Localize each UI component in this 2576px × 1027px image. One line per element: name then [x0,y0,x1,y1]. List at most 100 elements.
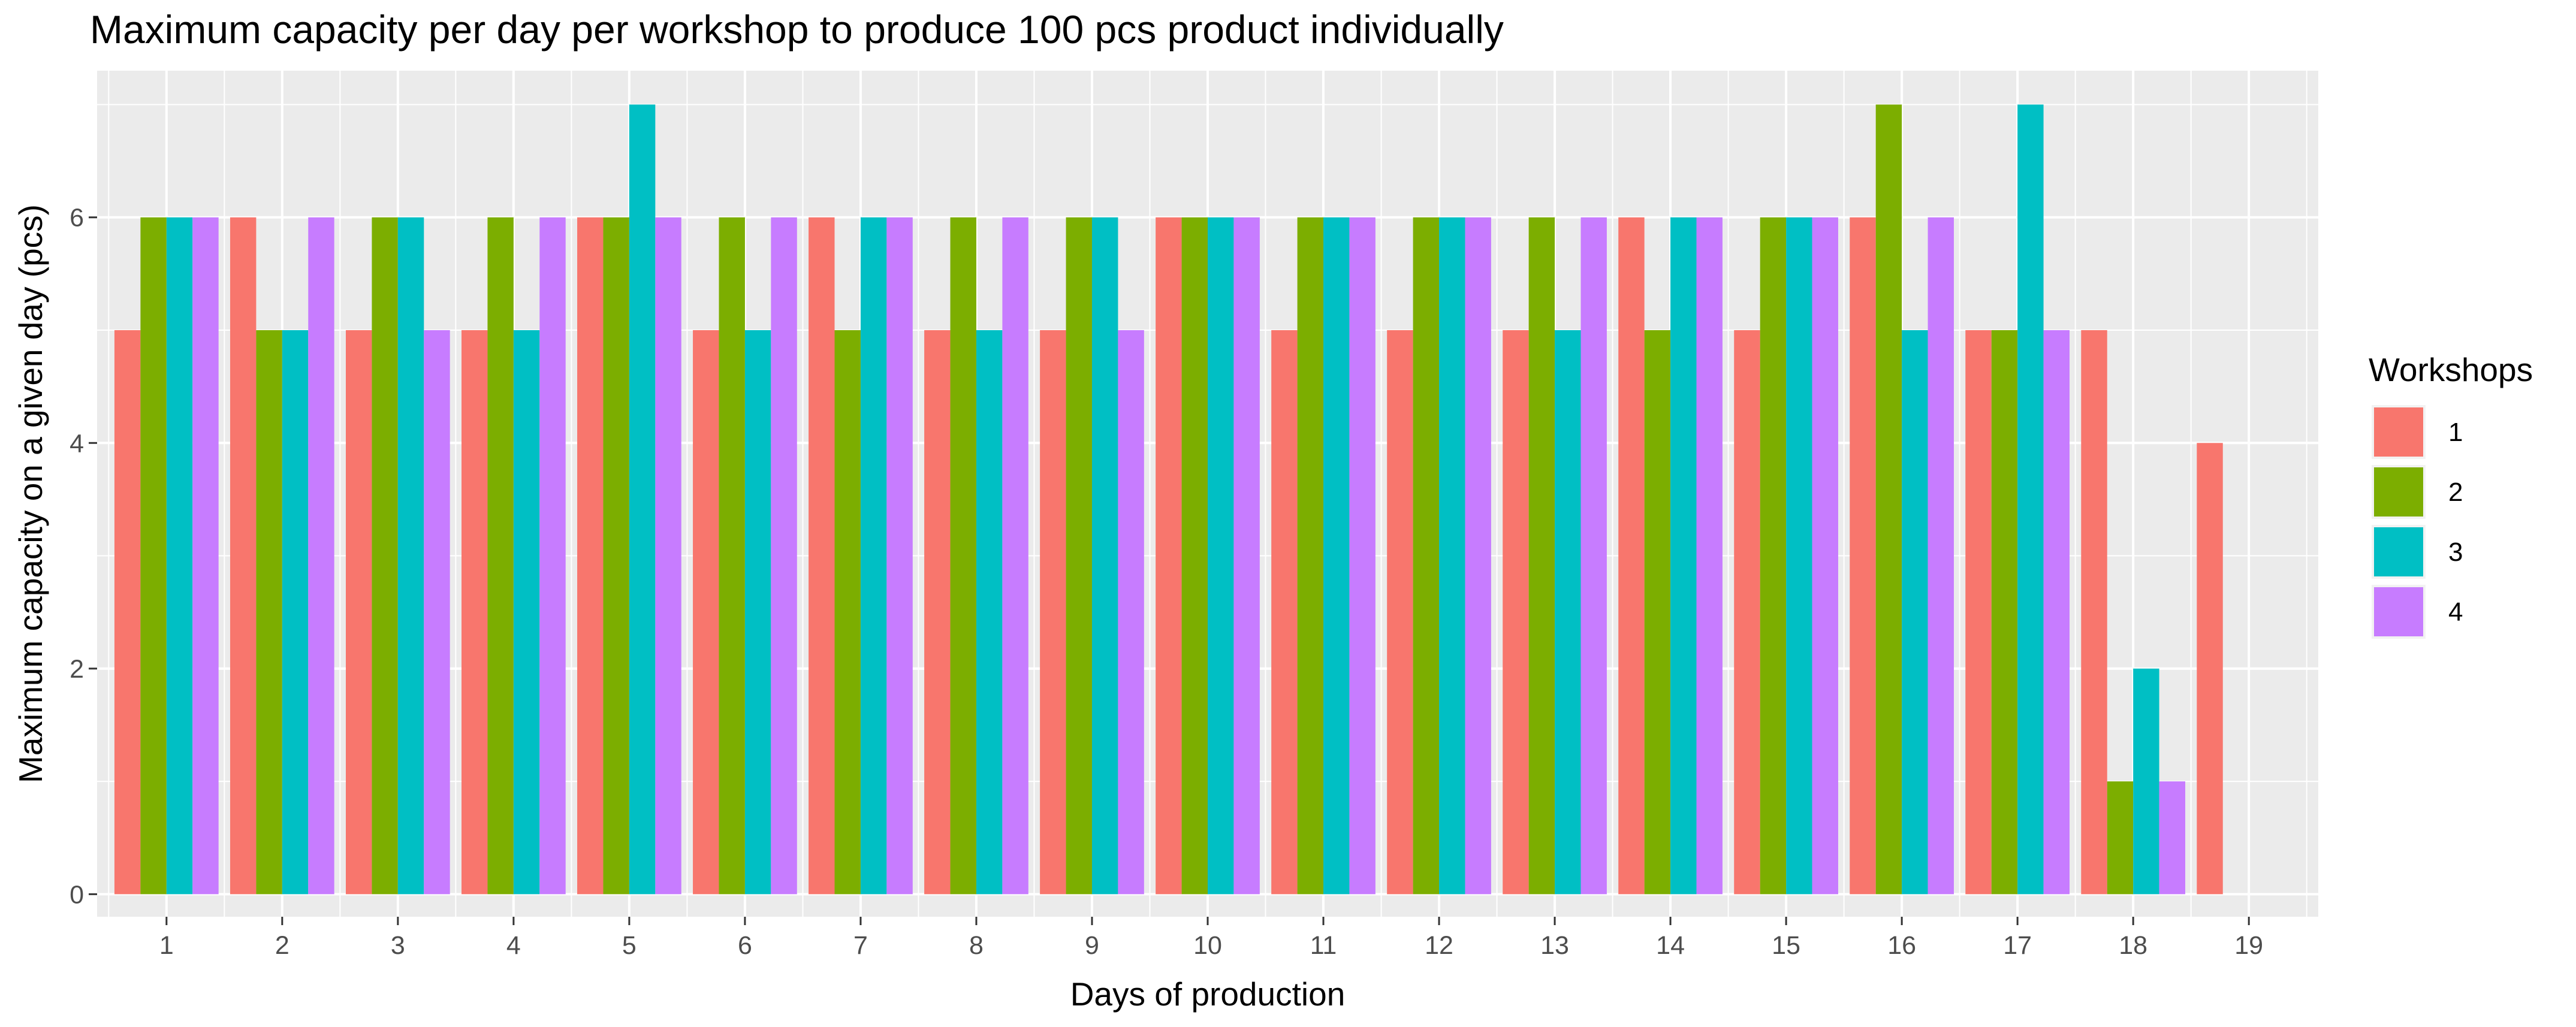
bar-day-3-workshop-2 [372,217,398,895]
bar-day-9-workshop-4 [1118,330,1144,895]
bar-day-14-workshop-3 [1670,217,1697,895]
bar-day-17-workshop-2 [1991,330,2018,895]
bar-day-6-workshop-4 [771,217,797,895]
bar-day-9-workshop-1 [1040,330,1066,895]
bar-day-4-workshop-2 [487,217,514,895]
x-tick-label: 4 [506,931,521,960]
x-tick-label: 16 [1887,931,1916,960]
bar-day-11-workshop-4 [1349,217,1376,895]
bar-day-12-workshop-3 [1439,217,1465,895]
bar-day-7-workshop-4 [886,217,913,895]
bar-day-14-workshop-4 [1696,217,1723,895]
bar-day-18-workshop-4 [2159,781,2186,895]
legend-key-3 [2374,527,2423,576]
legend-label-3: 3 [2448,537,2463,567]
bar-day-8-workshop-2 [950,217,976,895]
bar-day-7-workshop-2 [834,330,861,895]
bar-day-1-workshop-3 [166,217,193,895]
bar-day-17-workshop-1 [1965,330,1992,895]
bar-day-18-workshop-3 [2133,668,2159,895]
bar-day-7-workshop-3 [860,217,887,895]
x-tick-label: 9 [1085,931,1099,960]
bar-day-2-workshop-2 [256,330,282,895]
x-axis-label: Days of production [1070,975,1346,1013]
x-tick-label: 2 [275,931,289,960]
bar-day-1-workshop-1 [114,330,141,895]
x-tick-label: 6 [738,931,752,960]
bar-day-16-workshop-2 [1875,104,1902,895]
bar-day-10-workshop-4 [1233,217,1260,895]
x-tick-label: 15 [1772,931,1800,960]
y-tick-label: 6 [70,204,84,232]
legend: Workshops 1 2 3 4 [2369,351,2533,639]
legend-title: Workshops [2369,351,2533,388]
bar-day-4-workshop-4 [539,217,566,895]
bar-day-8-workshop-3 [976,330,1003,895]
bar-day-1-workshop-2 [140,217,167,895]
bar-day-14-workshop-1 [1618,217,1645,895]
x-tick-label: 11 [1310,931,1337,960]
bar-day-15-workshop-1 [1734,330,1760,895]
bar-day-5-workshop-1 [577,217,604,895]
bar-day-15-workshop-3 [1786,217,1812,895]
bar-day-15-workshop-2 [1760,217,1787,895]
bar-day-19-workshop-1 [2197,443,2223,895]
x-tick-label: 10 [1193,931,1222,960]
bar-day-6-workshop-3 [744,330,771,895]
y-tick-label: 4 [70,429,84,458]
legend-key-4 [2374,587,2423,636]
bar-day-12-workshop-1 [1387,330,1413,895]
legend-key-1 [2374,407,2423,457]
x-tick-label: 18 [2119,931,2147,960]
x-tick-label: 13 [1540,931,1569,960]
bar-day-11-workshop-2 [1297,217,1324,895]
bar-day-14-workshop-2 [1644,330,1671,895]
bar-day-11-workshop-1 [1271,330,1298,895]
bar-day-6-workshop-2 [719,217,745,895]
x-tick-label: 14 [1656,931,1685,960]
legend-key-2 [2374,467,2423,516]
x-tick-label: 1 [159,931,174,960]
bar-day-3-workshop-1 [345,330,372,895]
bar-day-18-workshop-1 [2081,330,2107,895]
bar-day-13-workshop-1 [1503,330,1529,895]
bar-day-17-workshop-4 [2043,330,2070,895]
x-tick-label: 17 [2003,931,2032,960]
bar-day-10-workshop-2 [1181,217,1208,895]
legend-label-1: 1 [2448,418,2463,447]
bar-day-10-workshop-3 [1208,217,1234,895]
y-tick-label: 0 [70,880,84,909]
bar-day-2-workshop-4 [308,217,334,895]
legend-items: 1 2 3 4 [2372,405,2463,639]
bar-day-4-workshop-3 [513,330,540,895]
bar-day-1-workshop-4 [192,217,219,895]
x-tick-label: 7 [853,931,868,960]
y-axis-label: Maximum capacity on a given day (pcs) [12,204,49,783]
bar-day-11-workshop-3 [1323,217,1350,895]
bar-day-5-workshop-2 [603,217,629,895]
bar-day-8-workshop-4 [1002,217,1028,895]
bar-day-2-workshop-3 [282,330,309,895]
bar-day-9-workshop-2 [1066,217,1092,895]
bar-day-5-workshop-4 [655,217,681,895]
bar-day-12-workshop-4 [1465,217,1491,895]
x-tick-label: 8 [969,931,984,960]
bar-day-10-workshop-1 [1156,217,1182,895]
x-tick-label: 3 [391,931,405,960]
legend-label-2: 2 [2448,478,2463,507]
x-tick-label: 12 [1425,931,1453,960]
bar-day-17-workshop-3 [2017,104,2044,895]
y-tick-label: 2 [70,655,84,684]
bar-day-2-workshop-1 [230,217,257,895]
x-tick-label: 5 [622,931,637,960]
bar-day-3-workshop-3 [397,217,424,895]
bar-day-9-workshop-3 [1091,217,1118,895]
bar-day-13-workshop-2 [1528,217,1555,895]
chart-title: Maximum capacity per day per workshop to… [90,7,1504,52]
bar-day-18-workshop-2 [2107,781,2134,895]
bar-day-13-workshop-3 [1555,330,1581,895]
bar-day-5-workshop-3 [629,104,656,895]
bar-day-16-workshop-4 [1928,217,1954,895]
legend-label-4: 4 [2448,597,2463,627]
bar-day-4-workshop-1 [461,330,488,895]
